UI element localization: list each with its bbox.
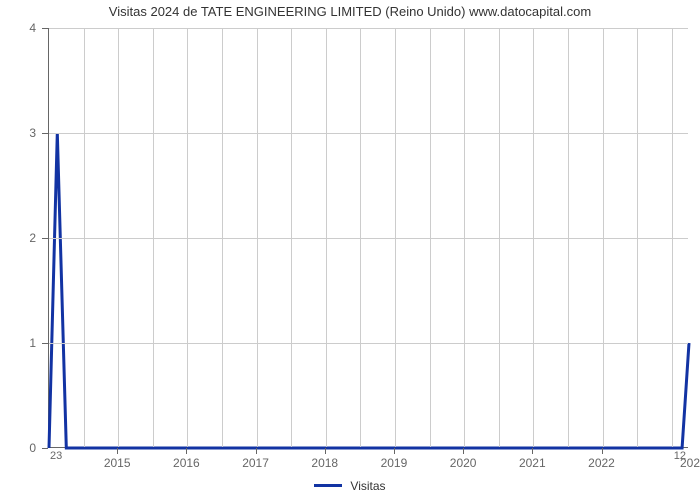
x-axis-label: 2018 [311,456,338,470]
x-axis-label: 2022 [588,456,615,470]
y-axis-label: 3 [0,126,36,140]
corner-label-bottom-right: 12 [674,450,686,462]
y-axis-label: 0 [0,441,36,455]
gridline-horizontal [49,238,688,239]
gridline-vertical [326,28,327,447]
x-axis-label: 2021 [519,456,546,470]
gridline-vertical [672,28,673,447]
y-axis-label: 4 [0,21,36,35]
legend: Visitas [0,478,700,493]
x-axis-label: 2019 [381,456,408,470]
y-tick [42,448,48,449]
gridline-vertical [291,28,292,447]
x-tick [463,448,464,454]
gridline-vertical [499,28,500,447]
gridline-vertical [187,28,188,447]
chart-title-text: Visitas 2024 de TATE ENGINEERING LIMITED… [109,4,591,19]
gridline-horizontal [49,28,688,29]
x-axis-label: 2016 [173,456,200,470]
gridline-horizontal [49,343,688,344]
x-tick [256,448,257,454]
gridline-vertical [153,28,154,447]
x-tick [532,448,533,454]
gridline-vertical [533,28,534,447]
plot-area [48,28,688,448]
x-tick [117,448,118,454]
y-axis-label: 2 [0,231,36,245]
legend-swatch [314,484,342,487]
series-polyline [49,133,689,448]
legend-label: Visitas [350,479,385,493]
x-tick [325,448,326,454]
gridline-vertical [118,28,119,447]
gridline-horizontal [49,133,688,134]
x-axis-label: 2020 [450,456,477,470]
y-axis-label: 1 [0,336,36,350]
gridline-vertical [222,28,223,447]
gridline-vertical [257,28,258,447]
gridline-vertical [464,28,465,447]
gridline-vertical [568,28,569,447]
y-tick [42,28,48,29]
x-axis-label: 2015 [104,456,131,470]
gridline-vertical [637,28,638,447]
y-tick [42,133,48,134]
chart-container: Visitas 2024 de TATE ENGINEERING LIMITED… [0,0,700,500]
x-tick [394,448,395,454]
gridline-vertical [430,28,431,447]
gridline-vertical [84,28,85,447]
corner-label-bottom-left: 23 [50,450,62,462]
x-axis-label: 2017 [242,456,269,470]
gridline-vertical [603,28,604,447]
y-tick [42,238,48,239]
x-tick [186,448,187,454]
x-tick [602,448,603,454]
chart-title: Visitas 2024 de TATE ENGINEERING LIMITED… [0,4,700,19]
gridline-vertical [395,28,396,447]
gridline-vertical [360,28,361,447]
y-tick [42,343,48,344]
